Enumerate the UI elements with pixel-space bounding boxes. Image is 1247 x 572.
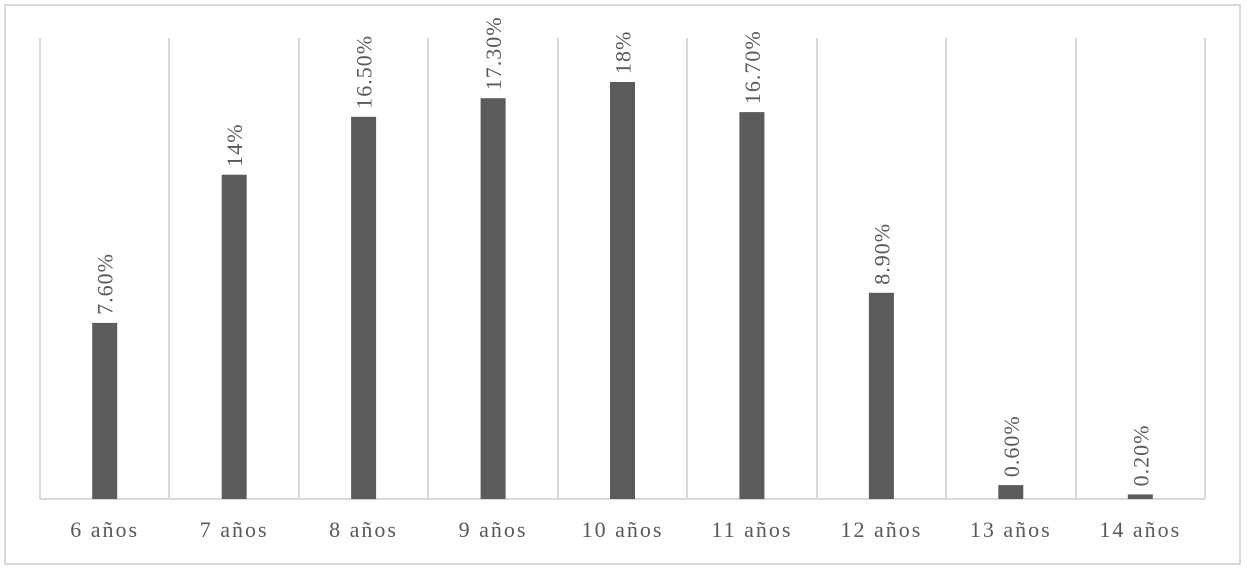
bar [351,116,377,500]
data-label-layer: 7.60% 14% 16.50% 17.30% 18% 16.70% 8.90% 0.60% 0… [93,16,1154,486]
bar [998,485,1024,499]
data-label: 17.30% [481,16,506,90]
data-label: 0.20% [1128,425,1153,487]
data-label: 16.70% [740,30,765,104]
x-tick-label: 9 años [459,517,528,542]
x-tick-label: 14 años [1099,517,1181,542]
x-tick-label: 7 años [200,517,269,542]
bar [221,174,247,499]
bar [739,112,765,499]
data-label: 18% [611,31,636,74]
bar [92,322,118,499]
data-label: 8.90% [869,223,894,285]
bar [868,292,894,499]
data-label: 14% [222,123,247,166]
x-tick-label: 13 años [970,517,1052,542]
data-label: 0.60% [999,415,1024,477]
x-axis-tick-layer: 6 años 7 años 8 años 9 años 10 años 11 años 12… [70,517,1181,542]
x-tick-label: 6 años [70,517,139,542]
bar-layer [92,82,1153,500]
bar [1127,494,1153,499]
x-tick-label: 11 años [711,517,792,542]
data-label: 7.60% [93,253,118,315]
x-tick-label: 10 años [582,517,664,542]
bar [610,82,635,499]
x-tick-label: 12 años [840,517,922,542]
x-tick-label: 8 años [329,517,398,542]
bar [480,98,506,499]
data-label: 16.50% [352,35,377,109]
